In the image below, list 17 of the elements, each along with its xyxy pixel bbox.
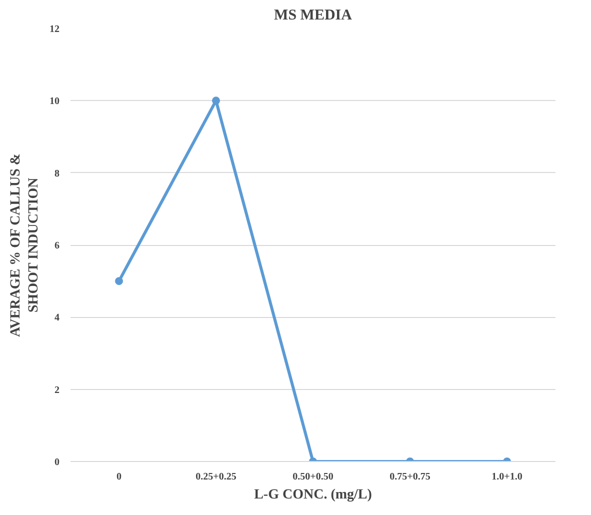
point [212, 96, 220, 105]
y-tick-label: 12 [50, 24, 60, 35]
x-tick-label: 1.0+1.0 [492, 472, 522, 482]
y-tick-label: 6 [54, 240, 60, 252]
chart-title: MS MEDIA [274, 8, 352, 24]
x-tick-label: 0.50+0.50 [292, 472, 334, 482]
x-tick-label: 0 [116, 472, 122, 482]
y-tick-label: 2 [54, 384, 60, 396]
point [115, 277, 123, 286]
y-tick-label: 0 [54, 457, 60, 468]
y-tick-label: 4 [54, 312, 60, 324]
x-axis-title: L-G CONC. (mg/L) [254, 488, 372, 502]
x-tick-label: 0.75+0.75 [390, 472, 430, 482]
y-tick-label: 8 [54, 168, 60, 180]
x-tick-label: 0.25+0.25 [196, 472, 236, 482]
y-axis-title: AVERAGE % OF CALLUS & SHOOT INDUCTION [8, 153, 42, 338]
y-tick-label: 10 [50, 96, 60, 108]
